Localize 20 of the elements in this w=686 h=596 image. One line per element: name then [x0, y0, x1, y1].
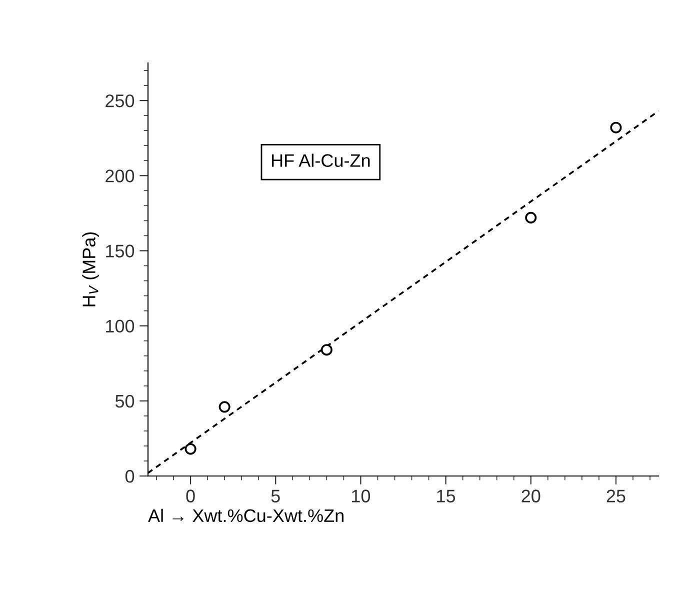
point: [320, 344, 332, 356]
y-tick-label: 100: [106, 320, 134, 333]
x-tick-label: 25: [606, 490, 626, 502]
y-tick-label: 50: [115, 394, 134, 408]
y-tick-label: 200: [106, 170, 134, 182]
y-tick-label: 250: [106, 94, 134, 108]
point: [525, 212, 537, 224]
x-tick-label: 10: [352, 490, 370, 502]
y-axis-title: H$_{V}$ (MPa): [82, 232, 99, 306]
x-tick-label: 0: [186, 490, 195, 502]
point: [184, 443, 196, 455]
x-tick-label: 5: [271, 490, 280, 502]
x-tick-label: 20: [522, 490, 540, 502]
x-axis-title: Al → Xwt.%Cu-Xwt.%Zn: [148, 508, 344, 522]
annotation: HF Al-Cu-Zn: [272, 154, 370, 167]
x-tick-label: 15: [437, 490, 456, 502]
y-tick-label: 0: [125, 470, 134, 483]
point: [610, 122, 622, 134]
y-tick-label: 150: [106, 244, 134, 258]
point: [218, 401, 230, 413]
